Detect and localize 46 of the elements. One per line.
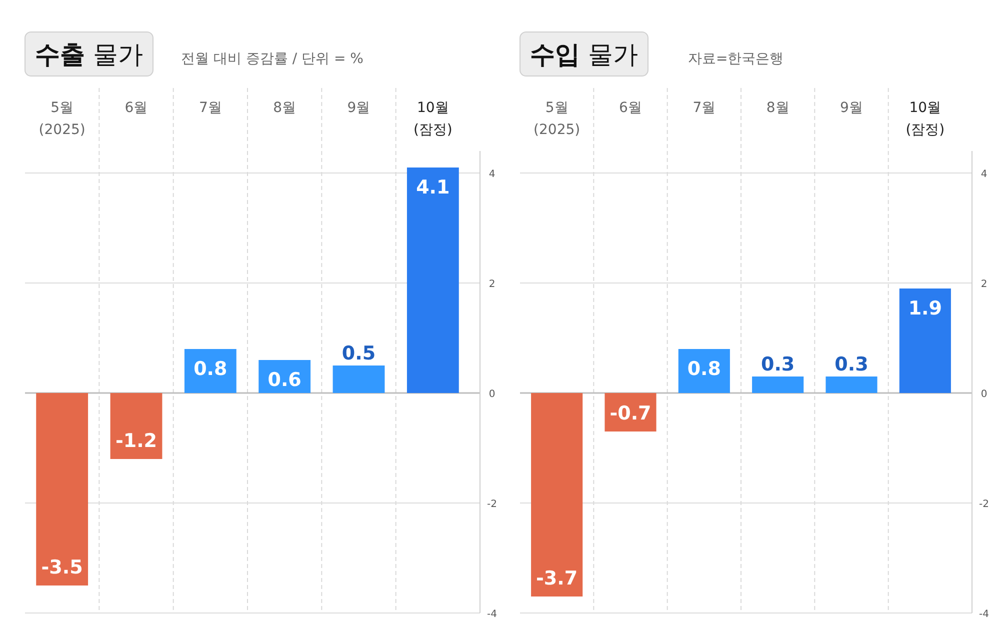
x-tick-label: 7월 [198,100,222,116]
y-tick-label: -2 [487,499,497,510]
data-label: -3.5 [41,556,83,578]
y-tick-label: 0 [980,389,988,400]
x-tick-label: 9월 [840,100,863,116]
data-label: 0.6 [268,369,302,391]
y-tick-label: 4 [980,169,988,180]
data-label: 0.3 [834,354,868,376]
x-tick-label: 6월 [619,100,642,116]
x-tick-label: 5월 (2025) [38,100,86,138]
y-tick-label: -2 [979,499,989,510]
y-tick-label: 0 [488,389,496,400]
data-label: 4.1 [416,176,450,198]
x-tick-label: 8월 [766,100,790,116]
x-tick-label: 7월 [692,100,716,116]
text: 자료=한국은행 [688,51,784,67]
bar [752,376,804,393]
x-tick-label: 10월 (잠정) [413,100,452,138]
chart-title: 수입 물가 [530,40,638,69]
chart-title: 수출 물가 [35,40,143,69]
y-tick-label: 4 [488,169,496,180]
chart-subtitle: 전월 대비 증감률 / 단위 = % [181,51,364,67]
x-tick-label: 9월 [347,100,370,116]
data-label: 0.8 [194,358,228,380]
bar [826,376,878,393]
x-tick-label: 5월 (2025) [534,100,580,138]
bar [531,393,583,596]
data-label: 1.9 [908,298,942,320]
bar [899,288,951,393]
data-label: -3.7 [536,568,578,590]
data-label: -0.7 [610,402,652,424]
x-tick-label: 10월 (잠정) [906,100,945,138]
x-tick-label: 6월 [124,100,148,116]
y-tick-label: 2 [488,279,496,290]
x-tick-label: 8월 [273,100,296,116]
y-tick-label: 2 [980,279,988,290]
data-label: 0.3 [760,354,795,376]
y-tick-label: -4 [979,609,989,620]
bar [406,168,459,393]
data-label: -1.2 [115,430,158,452]
bar [36,393,88,586]
bar [332,366,385,393]
data-label: 0.8 [687,358,722,380]
bar [110,393,162,459]
y-tick-label: -4 [487,609,497,620]
data-label: 0.5 [342,342,376,364]
